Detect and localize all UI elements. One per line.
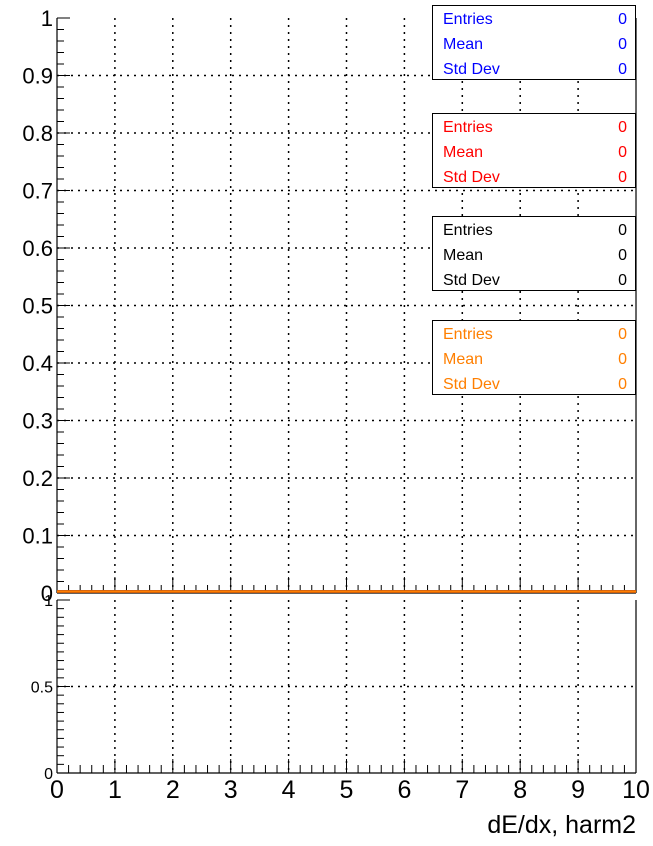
stats-row: Mean 0 [443,347,627,373]
top-y-tick-label: 1 [41,6,53,31]
stats-label: Entries [443,326,493,343]
stats-label: Mean [443,36,484,53]
stats-row: Entries 0 [443,115,627,141]
stats-row: Mean 0 [443,32,627,58]
stats-value: 0 [618,169,627,186]
x-tick-label: 2 [166,776,180,804]
x-tick-label: 10 [622,776,650,804]
top-y-tick-label: 0.5 [22,293,53,318]
stats-row: Entries 0 [443,218,627,244]
stats-row: Std Dev 0 [443,57,627,83]
stats-label: Std Dev [443,272,500,289]
stats-value: 0 [618,326,627,343]
x-tick-label: 9 [571,776,585,804]
bottom-y-tick-label: 1 [44,593,53,610]
stats-box-4: Entries 0 Mean 0 Std Dev 0 [432,320,636,395]
top-y-tick-label: 0 [41,581,53,606]
top-y-tick-label: 0.2 [22,466,53,491]
stats-box-2: Entries 0 Mean 0 Std Dev 0 [432,113,636,188]
x-tick-label: 0 [50,776,64,804]
stats-row: Entries 0 [443,322,627,348]
stats-box-3: Entries 0 Mean 0 Std Dev 0 [432,216,636,291]
bottom-y-tick-label: 0.5 [31,679,53,696]
stats-value: 0 [618,247,627,264]
stats-value: 0 [618,222,627,239]
x-tick-label: 4 [282,776,296,804]
stats-value: 0 [618,144,627,161]
top-y-tick-label: 0.3 [22,408,53,433]
top-y-tick-label: 0.4 [22,351,53,376]
stats-label: Entries [443,222,493,239]
stats-row: Mean 0 [443,140,627,166]
top-y-tick-label: 0.1 [22,523,53,548]
stats-box-1: Entries 0 Mean 0 Std Dev 0 [432,5,636,80]
stats-label: Std Dev [443,61,500,78]
top-y-tick-label: 0.8 [22,121,53,146]
bottom-y-tick-label: 0 [44,766,53,783]
top-y-tick-label: 0.6 [22,236,53,261]
stats-value: 0 [618,61,627,78]
x-tick-label: 3 [224,776,238,804]
x-tick-label: 6 [397,776,411,804]
top-y-tick-label: 0.9 [22,63,53,88]
stats-row: Std Dev 0 [443,268,627,294]
stats-value: 0 [618,36,627,53]
stats-label: Mean [443,144,484,161]
top-y-tick-label: 0.7 [22,178,53,203]
x-tick-label: 1 [108,776,122,804]
stats-row: Mean 0 [443,243,627,269]
stats-value: 0 [618,376,627,393]
stats-label: Mean [443,351,484,368]
stats-label: Std Dev [443,376,500,393]
stats-label: Entries [443,119,493,136]
x-tick-label: 8 [513,776,527,804]
stats-value: 0 [618,351,627,368]
stats-value: 0 [618,119,627,136]
stats-value: 0 [618,11,627,28]
x-tick-label: 7 [455,776,469,804]
stats-label: Entries [443,11,493,28]
stats-label: Std Dev [443,169,500,186]
stats-row: Std Dev 0 [443,372,627,398]
x-axis-label: dE/dx, harm2 [487,811,636,839]
stats-row: Std Dev 0 [443,165,627,191]
x-tick-label: 5 [340,776,354,804]
stats-value: 0 [618,272,627,289]
stats-label: Mean [443,247,484,264]
stats-row: Entries 0 [443,7,627,33]
